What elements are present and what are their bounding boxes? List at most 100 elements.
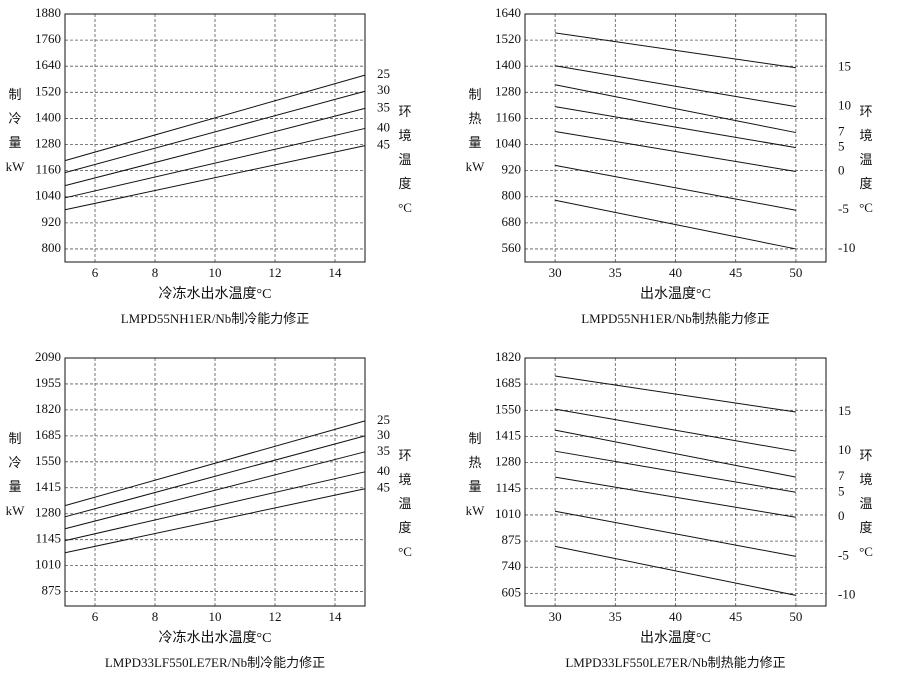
y-tick-label: 1415 <box>35 479 61 494</box>
x-tick-label: 14 <box>329 265 343 280</box>
x-axis-label: 冷冻水出水温度°C <box>159 629 272 646</box>
y-tick-label: 1415 <box>495 427 521 442</box>
series-label: 40 <box>377 119 390 134</box>
series-label: 5 <box>838 139 845 154</box>
y2-axis-label: 环 <box>859 448 872 463</box>
series-label: 5 <box>838 483 845 498</box>
y-tick-label: 1550 <box>495 401 521 416</box>
series-label: 0 <box>838 508 845 523</box>
series-line <box>64 471 366 542</box>
y2-axis-label: °C <box>859 544 873 559</box>
y-axis-label: 量 <box>468 479 481 494</box>
series-line <box>555 429 796 478</box>
series-line <box>555 450 796 493</box>
series-line <box>555 408 796 452</box>
y-tick-label: 1160 <box>495 109 521 124</box>
y-axis-label: 热 <box>468 455 481 470</box>
x-tick-label: 50 <box>789 265 802 280</box>
series-label: 25 <box>377 412 390 427</box>
series-label: 15 <box>838 403 851 418</box>
y-tick-label: 1820 <box>35 401 61 416</box>
y-tick-label: 800 <box>502 188 522 203</box>
y-tick-label: 1685 <box>35 427 61 442</box>
x-tick-label: 35 <box>609 609 622 624</box>
y-axis-label: kW <box>466 159 486 174</box>
y2-axis-label: 温 <box>398 152 411 167</box>
x-tick-label: 10 <box>209 609 222 624</box>
y-tick-label: 1955 <box>35 375 61 390</box>
y-tick-label: 1520 <box>495 31 521 46</box>
series-label: 25 <box>377 66 390 81</box>
x-tick-label: 40 <box>669 265 682 280</box>
y-tick-label: 1685 <box>495 375 521 390</box>
y-tick-label: 2090 <box>35 349 61 364</box>
series-label: 7 <box>838 124 845 139</box>
x-tick-label: 6 <box>92 609 99 624</box>
series-label: 45 <box>377 137 390 152</box>
y2-axis-label: °C <box>859 200 873 215</box>
y-tick-label: 1550 <box>35 453 61 468</box>
chart-caption: LMPD33LF550LE7ER/Nb制冷能力修正 <box>105 655 325 670</box>
y-axis-label: kW <box>466 503 486 518</box>
series-label: -10 <box>838 240 855 255</box>
y-tick-label: 1640 <box>35 57 61 72</box>
x-tick-label: 10 <box>209 265 222 280</box>
series-line <box>64 90 366 174</box>
series-label: 40 <box>377 463 390 478</box>
plot-frame <box>64 357 366 607</box>
series-line <box>555 545 796 596</box>
y2-axis-label: 度 <box>859 176 872 191</box>
series-label: -5 <box>838 201 849 216</box>
series-line <box>64 488 366 554</box>
y-tick-label: 875 <box>502 532 522 547</box>
series-label: 0 <box>838 162 845 177</box>
series-line <box>555 164 796 211</box>
y2-axis-label: °C <box>398 544 412 559</box>
x-axis-label: 冷冻水出水温度°C <box>159 285 272 302</box>
y2-axis-label: 环 <box>398 104 411 119</box>
y-axis-label: 制 <box>468 87 481 102</box>
y-tick-label: 1145 <box>495 480 521 495</box>
x-tick-label: 14 <box>329 609 343 624</box>
y2-axis-label: 境 <box>398 128 411 143</box>
series-label: 7 <box>838 468 845 483</box>
series-line <box>555 199 796 250</box>
x-axis-label: 出水温度°C <box>640 286 711 302</box>
x-tick-label: 40 <box>669 609 682 624</box>
y-axis-label: 冷 <box>8 455 21 470</box>
x-tick-label: 12 <box>269 265 282 280</box>
plot-frame <box>524 13 827 263</box>
y-tick-label: 1760 <box>35 31 61 46</box>
y-tick-label: 1010 <box>495 506 521 521</box>
series-line <box>64 74 366 162</box>
x-tick-label: 12 <box>269 609 282 624</box>
y-axis-label: 热 <box>468 111 481 126</box>
y-tick-label: 800 <box>42 240 62 255</box>
y-tick-label: 1280 <box>35 505 61 520</box>
y-axis-label: 量 <box>8 479 21 494</box>
y2-axis-label: 环 <box>398 448 411 463</box>
y-tick-label: 920 <box>502 162 522 177</box>
y-tick-label: 680 <box>502 214 522 229</box>
series-line <box>64 420 366 507</box>
series-line <box>64 435 366 518</box>
x-tick-label: 30 <box>549 265 562 280</box>
y-axis-label: 制 <box>468 431 481 446</box>
y-axis-label: 制 <box>8 431 21 446</box>
series-label: 35 <box>377 99 390 114</box>
y-tick-label: 1040 <box>35 188 61 203</box>
y2-axis-label: 度 <box>398 176 411 191</box>
series-line <box>555 106 796 149</box>
y2-axis-label: 温 <box>859 496 872 511</box>
y-axis-label: 冷 <box>8 111 21 126</box>
series-line <box>64 451 366 530</box>
series-label: 10 <box>838 442 851 457</box>
y2-axis-label: 度 <box>859 520 872 535</box>
series-line <box>64 107 366 187</box>
y2-axis-label: 温 <box>859 152 872 167</box>
series-label: -10 <box>838 586 855 601</box>
y-tick-label: 1280 <box>495 454 521 469</box>
y-tick-label: 740 <box>502 558 522 573</box>
series-line <box>555 32 796 69</box>
chart-caption: LMPD55NH1ER/Nb制热能力修正 <box>581 311 770 326</box>
